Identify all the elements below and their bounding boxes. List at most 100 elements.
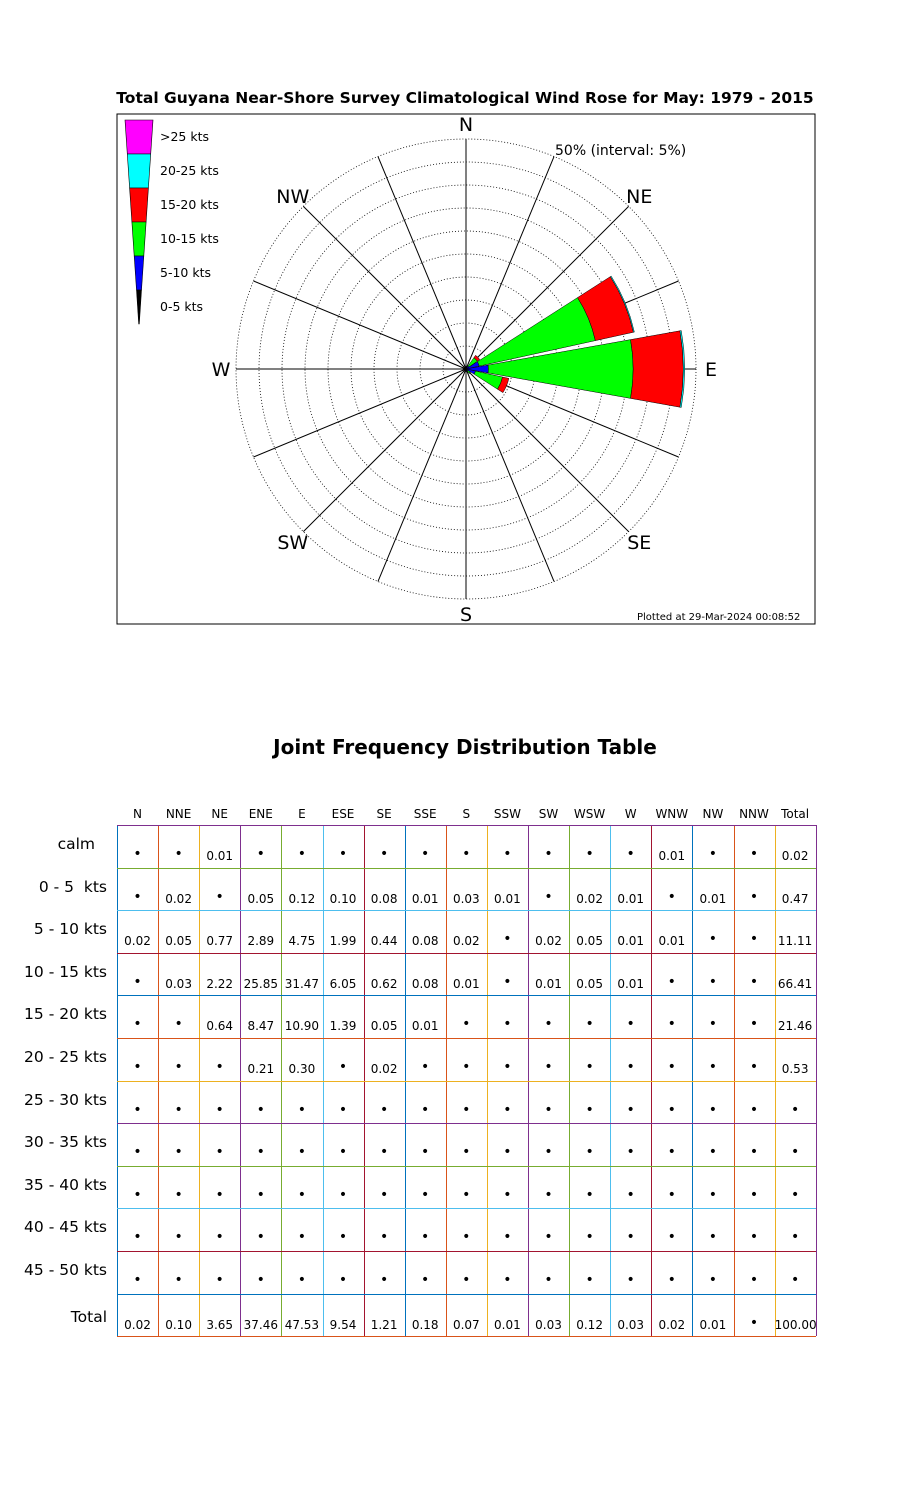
- table-cell: •: [256, 1144, 265, 1161]
- legend-swatch: [124, 119, 154, 155]
- table-column-header: SSE: [413, 807, 437, 821]
- table-cell: 1.39: [329, 1019, 357, 1034]
- rose-petal-E-20-25 kts: [679, 330, 685, 408]
- table-cell: •: [421, 1272, 430, 1288]
- table-cell: 0.01: [617, 976, 645, 991]
- radial-axis-label: 50% (interval: 5%): [555, 143, 686, 159]
- direction-spoke: [253, 368, 467, 458]
- table-row-label: 45 - 50 kts: [24, 1261, 107, 1279]
- table-cell: •: [379, 1101, 389, 1118]
- table-cell: •: [133, 1144, 142, 1161]
- table-cell: •: [790, 1144, 800, 1161]
- legend-label: >25 kts: [160, 129, 209, 144]
- table-cell: •: [626, 1144, 635, 1161]
- table-cell: •: [421, 1144, 430, 1161]
- table-cell: 0.05: [247, 891, 275, 906]
- table-cell: 0.05: [370, 1019, 398, 1034]
- table-cell: 0.01: [452, 976, 480, 991]
- table-cell: •: [708, 1016, 718, 1033]
- table-cell: 0.01: [535, 976, 562, 991]
- table-cell: •: [503, 1272, 512, 1288]
- table-grid-line: [117, 1208, 816, 1210]
- table-cell: •: [667, 1144, 676, 1161]
- compass-label-SE: SE: [627, 532, 651, 554]
- table-cell: •: [174, 846, 183, 862]
- table-cell: 0.44: [370, 934, 398, 949]
- table-cell: 0.02: [124, 1317, 151, 1332]
- table-cell: •: [749, 1229, 759, 1246]
- table-cell: •: [667, 1272, 676, 1288]
- table-cell: •: [256, 1272, 265, 1288]
- table-grid-line: [117, 1251, 816, 1252]
- legend-swatch: [133, 255, 145, 291]
- table-cell: 0.21: [247, 1062, 275, 1076]
- table-cell: •: [626, 1016, 635, 1033]
- table-cell: 2.89: [247, 934, 275, 949]
- table-cell: •: [626, 1186, 635, 1203]
- legend-label: 0-5 kts: [160, 299, 203, 314]
- table-cell: •: [585, 1272, 594, 1288]
- table-row-label: 10 - 15 kts: [24, 962, 107, 981]
- direction-spoke: [303, 206, 467, 370]
- table-cell: •: [626, 1059, 635, 1075]
- table-cell: •: [544, 1144, 553, 1161]
- table-cell: •: [215, 1101, 224, 1118]
- table-grid-line: [117, 1293, 816, 1295]
- table-cell: •: [667, 888, 676, 905]
- legend-label: 20-25 kts: [160, 163, 219, 178]
- table-cell: •: [379, 1272, 389, 1288]
- direction-spoke: [465, 368, 629, 532]
- table-cell: 47.53: [284, 1317, 320, 1332]
- table-cell: 0.02: [658, 1317, 686, 1332]
- table-cell: 1.21: [370, 1317, 398, 1332]
- table-cell: 9.54: [329, 1317, 357, 1332]
- table-cell: •: [256, 846, 265, 862]
- table-column-header: W: [624, 807, 637, 821]
- table-cell: •: [215, 888, 224, 905]
- table-cell: 0.01: [658, 849, 686, 863]
- table-column-header: E: [298, 807, 306, 821]
- table-cell: •: [749, 1186, 759, 1203]
- table-cell: •: [503, 846, 512, 862]
- table-cell: 0.02: [535, 934, 562, 949]
- table-grid-line: [117, 910, 816, 912]
- table-cell: 3.65: [206, 1317, 234, 1332]
- table-cell: •: [708, 1101, 718, 1118]
- table-cell: •: [667, 1059, 676, 1075]
- compass-label-N: N: [459, 114, 473, 136]
- table-cell: •: [790, 1186, 800, 1203]
- table-cell: •: [462, 1016, 471, 1033]
- table-cell: •: [585, 1229, 594, 1246]
- wind-rose-chart: N NE E SE S SW W NW 50% (interval: 5%) >25 kts 20-…: [116, 113, 816, 626]
- table-cell: 1.99: [329, 934, 357, 949]
- table-cell: •: [133, 1186, 142, 1203]
- table-cell: •: [544, 1101, 553, 1118]
- table-cell: 0.64: [206, 1019, 234, 1034]
- table-cell: •: [708, 1186, 718, 1203]
- table-cell: 0.08: [370, 891, 398, 906]
- table-cell: •: [462, 1101, 471, 1118]
- table-cell: •: [379, 1144, 389, 1161]
- table-cell: •: [297, 1144, 307, 1161]
- table-grid-line: [117, 1080, 816, 1082]
- table-cell: 0.05: [576, 976, 603, 991]
- table-column-header: N: [133, 807, 142, 821]
- table-cell: •: [421, 1229, 430, 1246]
- rose-petal-ENE-20-25 kts: [610, 275, 635, 333]
- table-cell: •: [708, 846, 718, 862]
- table-row-label: 25 - 30 kts: [24, 1090, 107, 1109]
- table-cell: 0.08: [411, 976, 439, 991]
- table-cell: 0.30: [288, 1062, 316, 1076]
- table-cell: •: [215, 1059, 224, 1075]
- table-cell: •: [503, 1059, 512, 1075]
- table-cell: •: [297, 1272, 307, 1288]
- table-cell: •: [749, 1101, 759, 1118]
- table-cell: 0.02: [781, 849, 809, 863]
- chart-title: Total Guyana Near-Shore Survey Climatolo…: [116, 89, 814, 107]
- table-grid-line: [815, 825, 817, 1337]
- table-cell: •: [749, 888, 759, 905]
- table-row-label: 35 - 40 kts: [24, 1175, 107, 1194]
- table-column-header: ENE: [248, 807, 273, 821]
- table-cell: •: [133, 1101, 142, 1118]
- table-cell: •: [544, 888, 553, 905]
